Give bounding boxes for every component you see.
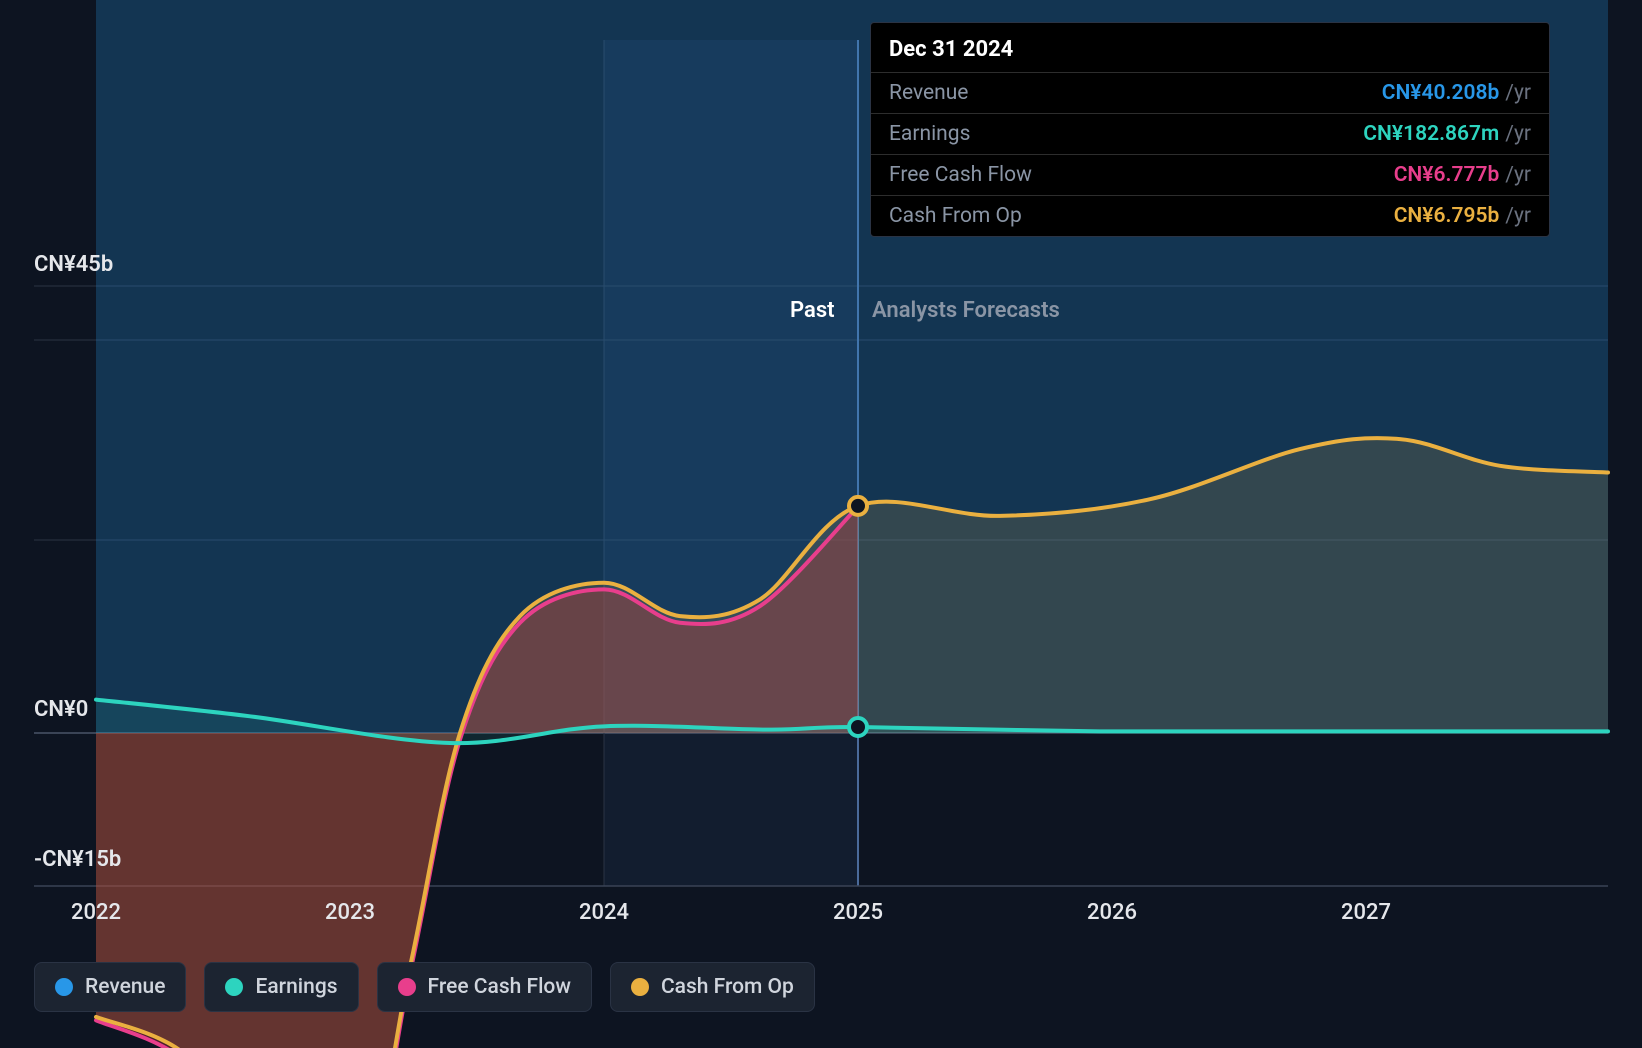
tooltip-row-value: CN¥6.795b: [1394, 204, 1500, 228]
tooltip-row: Free Cash Flow CN¥6.777b/yr: [871, 154, 1549, 195]
legend-item-cash-from-op[interactable]: Cash From Op: [610, 962, 815, 1012]
y-tick-label: -CN¥15b: [34, 847, 121, 872]
legend-dot-icon: [55, 978, 73, 996]
x-tick-label: 2024: [579, 900, 629, 925]
tooltip-row-unit: /yr: [1505, 204, 1531, 228]
tooltip-row-value: CN¥40.208b: [1382, 81, 1500, 105]
tooltip-row-unit: /yr: [1505, 163, 1531, 187]
legend-dot-icon: [225, 978, 243, 996]
x-tick-label: 2025: [833, 900, 883, 925]
tooltip-row-label: Free Cash Flow: [889, 163, 1032, 187]
tooltip-title: Dec 31 2024: [871, 23, 1549, 72]
tooltip-row-label: Earnings: [889, 122, 970, 146]
x-tick-label: 2023: [325, 900, 375, 925]
tooltip-row-value: CN¥6.777b: [1394, 163, 1500, 187]
legend-dot-icon: [631, 978, 649, 996]
x-tick-label: 2026: [1087, 900, 1137, 925]
tooltip-row: Earnings CN¥182.867m/yr: [871, 113, 1549, 154]
y-tick-label: CN¥0: [34, 697, 88, 722]
tooltip-row-label: Revenue: [889, 81, 968, 105]
legend-label: Free Cash Flow: [428, 975, 571, 999]
legend-dot-icon: [398, 978, 416, 996]
tooltip-row-unit: /yr: [1505, 122, 1531, 146]
legend-item-earnings[interactable]: Earnings: [204, 962, 358, 1012]
chart-tooltip: Dec 31 2024 RevenueCN¥40.208b/yrEarnings…: [870, 22, 1550, 237]
tooltip-row-value: CN¥182.867m: [1363, 122, 1499, 146]
legend-label: Earnings: [255, 975, 337, 999]
tooltip-row-label: Cash From Op: [889, 204, 1022, 228]
legend-item-free-cash-flow[interactable]: Free Cash Flow: [377, 962, 592, 1012]
legend-label: Revenue: [85, 975, 165, 999]
tooltip-row: Cash From Op CN¥6.795b/yr: [871, 195, 1549, 236]
forecast-label: Analysts Forecasts: [872, 298, 1060, 323]
x-tick-label: 2022: [71, 900, 121, 925]
chart-legend: Revenue Earnings Free Cash Flow Cash From O…: [34, 962, 815, 1012]
tooltip-row: Revenue CN¥40.208b/yr: [871, 72, 1549, 113]
x-tick-label: 2027: [1341, 900, 1391, 925]
past-label: Past: [790, 298, 835, 323]
legend-label: Cash From Op: [661, 975, 794, 999]
tooltip-row-unit: /yr: [1505, 81, 1531, 105]
legend-item-revenue[interactable]: Revenue: [34, 962, 186, 1012]
financial-chart: CN¥45b CN¥0 -CN¥15b Past Analysts Foreca…: [0, 0, 1642, 1048]
y-tick-label: CN¥45b: [34, 252, 113, 277]
